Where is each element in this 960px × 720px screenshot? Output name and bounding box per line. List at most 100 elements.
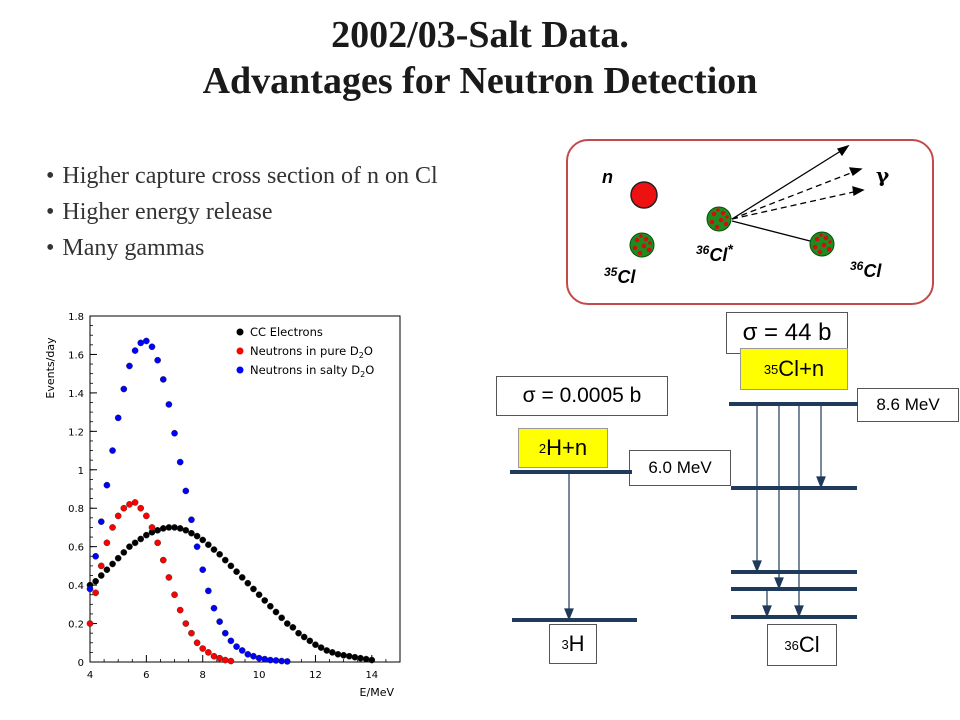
data-point	[227, 637, 235, 645]
target-label: 35Cl	[604, 265, 635, 288]
arrowhead	[848, 167, 863, 177]
compound-symbol: Cl	[709, 245, 728, 265]
data-point	[278, 657, 285, 665]
data-point	[154, 356, 161, 364]
data-point	[103, 566, 111, 574]
x-tick-label: 8	[200, 670, 206, 681]
data-point	[109, 447, 116, 454]
data-point	[171, 591, 178, 599]
data-point	[97, 572, 105, 579]
data-point	[171, 524, 178, 531]
data-point	[255, 591, 263, 599]
data-point	[137, 504, 145, 512]
data-point	[120, 385, 128, 393]
data-point	[159, 556, 167, 564]
arrowhead	[762, 605, 772, 618]
x-tick-label: 12	[309, 670, 322, 681]
h-reactant-label: 2 H+n	[518, 428, 608, 468]
data-point	[143, 512, 150, 520]
data-point	[159, 525, 167, 532]
data-point	[233, 568, 240, 575]
h-energy-label: 6.0 MeV	[629, 450, 731, 486]
cl-energy-label: 8.6 MeV	[857, 388, 959, 422]
data-point	[103, 481, 111, 489]
compound-mass: 36	[696, 243, 710, 257]
data-point	[131, 539, 139, 547]
data-point	[193, 543, 201, 550]
data-point	[300, 633, 308, 641]
legend-marker	[236, 347, 244, 355]
data-point	[283, 620, 291, 627]
x-tick-label: 10	[253, 670, 266, 681]
data-point	[137, 339, 145, 347]
legend-marker	[236, 328, 244, 336]
data-point	[238, 574, 246, 581]
data-point	[261, 597, 269, 604]
gamma-arrow	[731, 148, 845, 220]
data-point	[255, 654, 263, 662]
data-point	[210, 652, 218, 660]
arrowhead	[774, 577, 784, 590]
data-point	[103, 539, 111, 547]
cl-product-text: Cl	[798, 632, 820, 657]
data-point	[154, 527, 161, 534]
data-point	[205, 541, 212, 549]
data-point	[312, 641, 319, 649]
data-point	[143, 337, 150, 345]
product-symbol: Cl	[863, 261, 882, 281]
gamma-arrow-dashed	[731, 170, 857, 220]
data-point	[233, 643, 240, 650]
legend-marker	[236, 366, 244, 374]
h-product-text: H	[568, 631, 585, 656]
data-point	[176, 458, 184, 466]
data-point	[345, 652, 353, 660]
data-point	[148, 343, 156, 351]
data-point	[131, 347, 139, 354]
target-mass: 35	[604, 265, 618, 279]
reaction-diagram: n γ 35Cl 36Cl* 36Cl	[566, 139, 934, 305]
compound-label: 36Cl*	[696, 241, 733, 266]
data-point	[283, 658, 291, 665]
arrowhead	[816, 476, 826, 489]
data-point	[188, 529, 195, 537]
gamma-label: γ	[876, 163, 890, 187]
data-point	[109, 560, 116, 568]
y-tick-label: 0	[78, 658, 84, 669]
data-point	[92, 589, 99, 597]
y-tick-label: 0.4	[68, 581, 84, 592]
data-point	[295, 629, 302, 637]
data-point	[261, 655, 269, 663]
y-tick-label: 0.8	[68, 504, 84, 515]
data-point	[329, 649, 336, 656]
cl-reactant-text: Cl+n	[778, 356, 825, 381]
data-point	[114, 554, 122, 562]
y-tick-label: 0.2	[68, 620, 84, 631]
product-mass: 36	[850, 259, 864, 273]
data-point	[244, 579, 252, 587]
data-point	[227, 562, 235, 570]
y-tick-label: 1.4	[68, 389, 84, 400]
data-point	[351, 653, 359, 661]
data-point	[278, 614, 285, 622]
data-point	[154, 539, 161, 547]
cs-chlorine-box: σ = 44 b	[726, 312, 848, 354]
recoil-line	[731, 220, 811, 242]
data-point	[137, 535, 145, 543]
data-point	[210, 604, 218, 612]
y-tick-label: 1.8	[68, 312, 84, 323]
data-point	[244, 651, 252, 658]
legend-entry: Neutrons in pure D2O	[250, 344, 373, 360]
data-point	[182, 527, 190, 534]
data-point	[250, 585, 257, 593]
data-point	[148, 524, 156, 531]
data-point	[199, 536, 207, 544]
data-point	[317, 644, 325, 651]
data-point	[143, 531, 150, 539]
data-point	[126, 362, 133, 370]
data-point	[120, 549, 128, 556]
data-point	[323, 647, 331, 654]
data-point	[368, 656, 376, 664]
data-point	[193, 639, 201, 647]
data-point	[188, 629, 195, 637]
data-point	[131, 499, 139, 506]
